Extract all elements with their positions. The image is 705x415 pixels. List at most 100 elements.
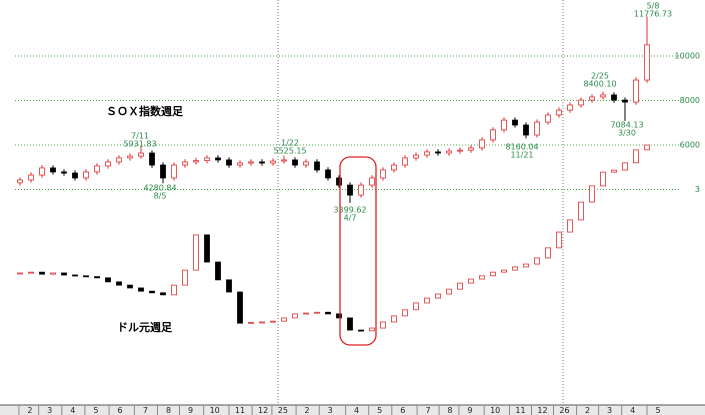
candle-body	[644, 44, 650, 81]
candle-body	[413, 302, 419, 311]
x-tick-label: 5	[93, 406, 98, 415]
candle-body	[567, 219, 573, 233]
annotation-date: 11/21	[510, 151, 533, 160]
candle-body	[534, 257, 540, 265]
annotation-value: 8160.04	[505, 143, 538, 152]
x-tick-label: 10	[210, 406, 220, 415]
candle-body	[259, 161, 265, 164]
candle-body	[391, 164, 397, 171]
candle-body	[226, 159, 232, 166]
candle-body	[105, 277, 111, 283]
candle-body	[28, 174, 34, 181]
candle-body	[413, 154, 419, 159]
candle-body	[17, 179, 23, 184]
x-tick-label: 12	[258, 406, 268, 415]
candle-body	[391, 315, 397, 323]
candle-body	[193, 160, 199, 163]
candle-body	[490, 271, 496, 277]
annotation-date: 8/5	[154, 192, 167, 201]
x-tick-label: 4	[630, 406, 635, 415]
series-label: ドル元週足	[117, 320, 173, 334]
candle-body	[402, 309, 408, 317]
candle-body	[567, 104, 573, 111]
candle-body	[105, 161, 111, 167]
candle-body	[578, 201, 584, 221]
candle-body	[270, 160, 276, 164]
candle-body	[479, 139, 485, 149]
candle-body	[39, 167, 45, 176]
candle-body	[633, 79, 639, 103]
candle-body	[347, 317, 353, 331]
candle-body	[160, 292, 166, 296]
candle-body	[281, 317, 287, 322]
candle-body	[347, 184, 353, 196]
candle-body	[578, 99, 584, 106]
candle-body	[435, 151, 441, 154]
candle-body	[292, 159, 298, 166]
x-tick-label: 12	[537, 406, 547, 415]
candle-body	[622, 162, 628, 171]
series-label: ＳＯＸ指数週足	[106, 104, 184, 118]
candle-body	[160, 164, 166, 179]
candle-body	[193, 234, 199, 271]
annotation-date: 1/22	[281, 139, 299, 148]
candle-body	[512, 266, 518, 271]
candle-body	[325, 169, 331, 179]
candle-body	[600, 94, 606, 98]
candle-body	[270, 320, 276, 323]
candle-body	[435, 293, 441, 299]
candle-body	[534, 121, 540, 136]
candle-body	[182, 161, 188, 166]
candle-body	[28, 271, 34, 274]
highlight-box	[339, 156, 377, 346]
annotation-date: 3/30	[618, 129, 636, 138]
x-tick-label: 9	[467, 406, 472, 415]
x-tick-label: 9	[188, 406, 193, 415]
candle-body	[204, 157, 210, 161]
candle-body	[380, 321, 386, 329]
candle-body	[369, 327, 375, 332]
candle-body	[259, 321, 265, 324]
candle-body	[149, 290, 155, 294]
y-tick-label: 6000	[680, 141, 700, 150]
candle-body	[644, 144, 650, 151]
candle-body	[204, 234, 210, 263]
annotation-value: 5525.15	[273, 147, 306, 156]
annotation-value: 7084.13	[610, 121, 643, 130]
candle-body	[83, 275, 89, 278]
candle-body	[226, 279, 232, 293]
candle-body	[314, 161, 320, 171]
candle-body	[303, 312, 309, 315]
annotation-date: 4/7	[344, 214, 357, 223]
candle-body	[215, 157, 221, 161]
x-tick-label: 2	[27, 406, 32, 415]
x-tick-label: 4	[354, 406, 359, 415]
candle-body	[61, 272, 67, 276]
candle-body	[336, 313, 342, 319]
x-tick-label: 4	[70, 406, 75, 415]
candle-body	[303, 161, 309, 166]
annotation-value: 8400.10	[583, 80, 616, 89]
candle-body	[589, 96, 595, 101]
candle-body	[479, 275, 485, 280]
candle-body	[94, 276, 100, 279]
candle-body	[523, 124, 529, 136]
x-tick-label: 6	[400, 406, 405, 415]
annotation-value: 4280.84	[143, 184, 176, 193]
candle-body	[501, 269, 507, 273]
candle-body	[622, 99, 628, 103]
candle-body	[600, 171, 606, 187]
x-tick-label: 7	[426, 406, 431, 415]
candle-body	[171, 164, 177, 179]
candle-body	[17, 272, 23, 275]
annotation-value: 11776.73	[634, 10, 672, 19]
candle-body	[83, 171, 89, 179]
candle-body	[468, 147, 474, 151]
candle-body	[446, 150, 452, 154]
candle-body	[336, 177, 342, 186]
candle-body	[633, 149, 639, 164]
candle-body	[545, 114, 551, 123]
candle-body	[380, 169, 386, 179]
candle-body	[325, 311, 331, 315]
